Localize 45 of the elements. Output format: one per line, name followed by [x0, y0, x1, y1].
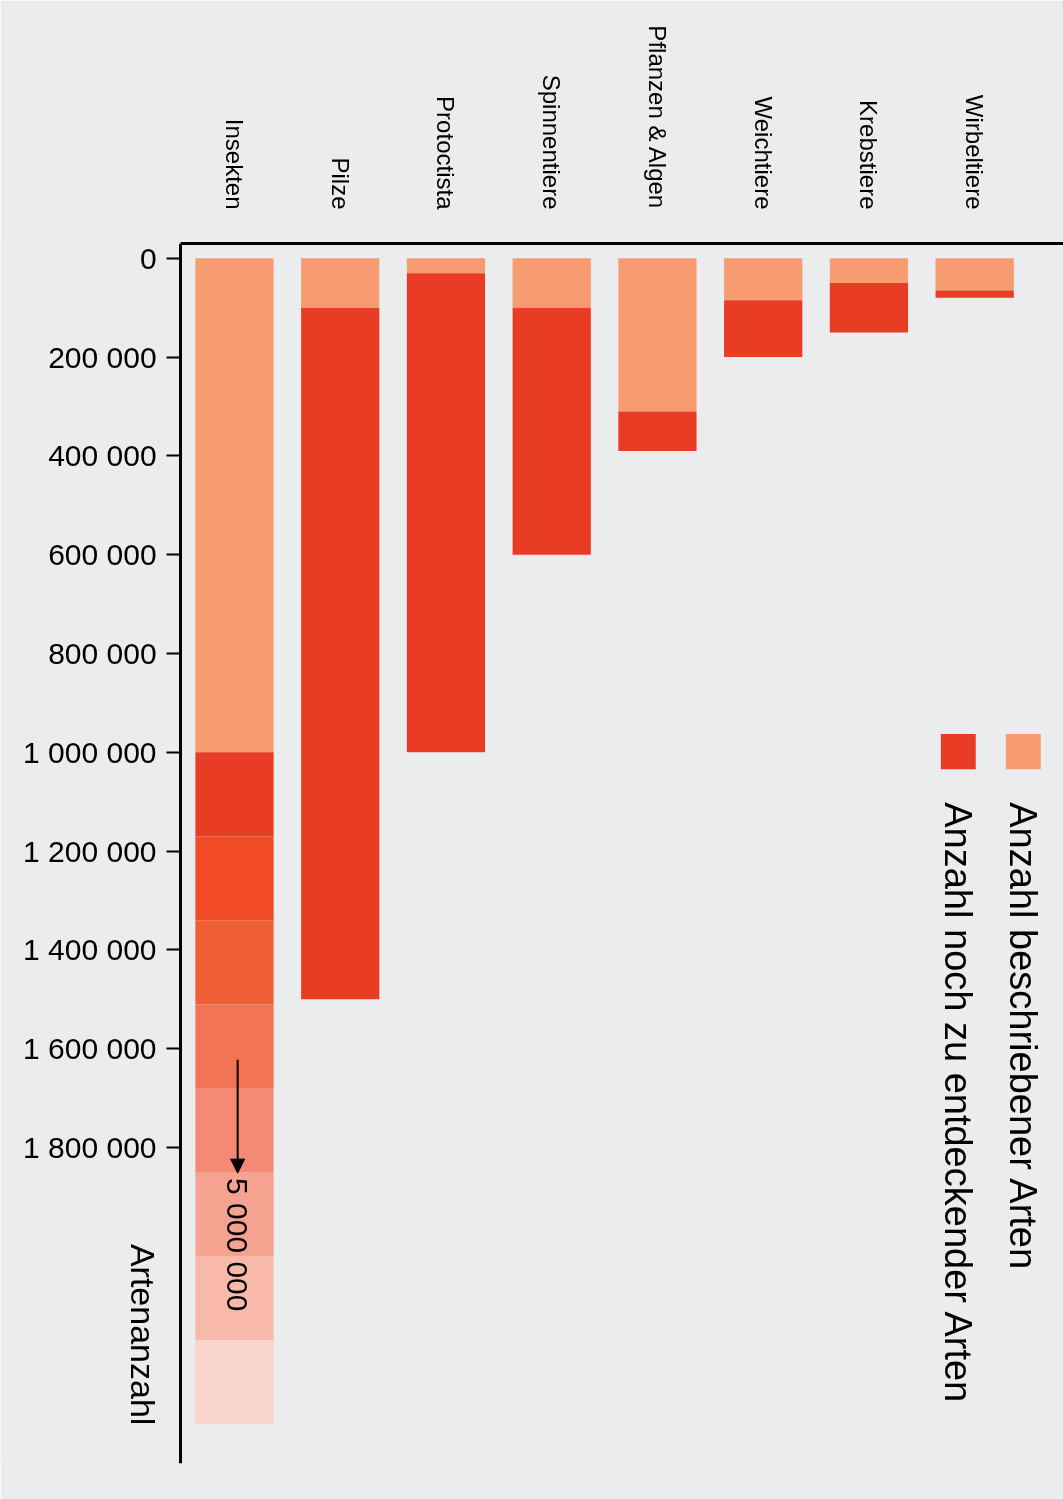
- x-tick-label: Pilze: [326, 157, 354, 210]
- bar: [618, 258, 697, 412]
- bar: [195, 1088, 274, 1173]
- x-tick-label: Pflanzen & Algen: [643, 25, 671, 209]
- bar: [512, 307, 591, 555]
- bar: [406, 273, 486, 753]
- legend-label: Anzahl noch zu entdeckender Arten: [937, 802, 980, 1403]
- x-tick-label: Weichtiere: [749, 96, 777, 210]
- bar: [195, 836, 274, 921]
- x-tick-label: Spinnentiere: [538, 74, 566, 210]
- bar: [618, 411, 697, 451]
- bar: [195, 1340, 274, 1424]
- y-tick-label: 200 000: [48, 340, 157, 374]
- y-tick-label: 1 600 000: [23, 1032, 157, 1066]
- y-tick-label: 400 000: [48, 439, 157, 473]
- y-tick-label: 1 800 000: [23, 1130, 157, 1164]
- bar: [195, 258, 274, 753]
- bar: [406, 258, 486, 274]
- legend-label: Anzahl beschriebener Arten: [1002, 802, 1045, 1270]
- y-tick-label: 1 400 000: [23, 933, 157, 967]
- bar: [301, 258, 380, 308]
- bar: [195, 920, 274, 1005]
- x-tick-label: Wirbeltiere: [961, 94, 989, 210]
- x-tick-label: Krebstiere: [855, 100, 883, 210]
- y-tick-label: 1 000 000: [23, 735, 157, 769]
- x-tick-label: Protoctista: [432, 96, 460, 211]
- bar: [195, 1004, 274, 1089]
- bar: [724, 258, 803, 301]
- bar: [724, 300, 803, 358]
- y-tick-label: 600 000: [48, 538, 157, 572]
- bar: [195, 1256, 274, 1341]
- bar: [829, 283, 909, 333]
- bar: [301, 307, 380, 1000]
- bar: [195, 1172, 274, 1257]
- bar: [195, 752, 274, 837]
- x-tick-label: Insekten: [221, 118, 248, 210]
- bar: [512, 258, 591, 308]
- bar: [935, 258, 1014, 291]
- y-tick-label: 800 000: [48, 636, 157, 670]
- y-tick-label: 0: [139, 241, 157, 275]
- bar: [935, 290, 1014, 298]
- annotation: 5 000 000: [221, 1178, 255, 1312]
- y-axis-title: Artenanzahl: [123, 1243, 162, 1426]
- y-tick-label: 1 200 000: [23, 834, 157, 868]
- bar: [829, 258, 909, 284]
